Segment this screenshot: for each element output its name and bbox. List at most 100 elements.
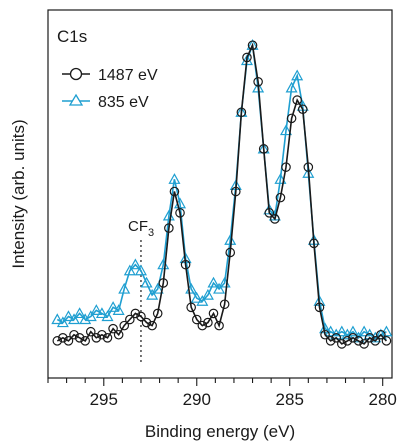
data-point <box>348 333 358 343</box>
data-point <box>274 173 287 184</box>
data-point <box>196 295 209 306</box>
data-point <box>51 313 64 325</box>
data-point <box>151 282 164 294</box>
data-point <box>146 288 159 300</box>
data-point <box>140 276 153 288</box>
data-point <box>118 282 131 294</box>
data-point <box>68 313 81 325</box>
data-point <box>79 313 92 325</box>
legend: 1487 eV 835 eV <box>62 67 158 111</box>
data-point <box>123 264 136 276</box>
data-point <box>125 314 135 325</box>
data-point <box>364 333 375 343</box>
annotation-subscript: 3 <box>148 227 154 239</box>
series-line <box>56 42 387 345</box>
data-point <box>359 339 369 349</box>
data-point <box>381 336 392 346</box>
data-point <box>208 308 219 319</box>
data-point <box>107 301 120 312</box>
data-point <box>203 317 213 328</box>
data-point <box>309 238 319 249</box>
data-point <box>376 329 386 340</box>
data-point <box>336 339 347 349</box>
data-point <box>314 302 325 313</box>
data-point <box>91 333 102 343</box>
data-point <box>175 208 185 218</box>
data-point <box>74 333 85 343</box>
data-point <box>346 325 359 337</box>
data-point <box>191 314 202 325</box>
data-point <box>236 107 247 118</box>
data-point <box>370 336 381 346</box>
data-point <box>353 336 364 346</box>
data-point <box>101 310 114 322</box>
series-1487 <box>52 40 392 349</box>
data-point <box>108 323 118 334</box>
data-point <box>69 329 79 340</box>
data-point <box>219 299 230 310</box>
data-point <box>275 192 286 203</box>
data-point <box>292 95 302 105</box>
x-axis-title: Binding energy (eV) <box>145 422 295 441</box>
data-point <box>73 307 86 319</box>
data-point <box>291 69 304 81</box>
legend-label-835: 835 eV <box>98 94 149 111</box>
data-point <box>286 113 297 124</box>
series-835 <box>51 39 393 343</box>
annotation-label: CF3 <box>128 218 154 239</box>
data-point <box>63 336 74 346</box>
data-point <box>270 214 280 224</box>
panel-label: C1s <box>57 27 87 46</box>
data-point <box>201 288 214 300</box>
x-axis: 295 290 285 280 <box>47 378 397 409</box>
data-point <box>186 302 196 313</box>
data-point <box>303 162 314 172</box>
data-point <box>320 329 330 340</box>
x-tick-label: 290 <box>183 390 211 409</box>
data-point <box>279 124 293 136</box>
series-layer <box>51 39 393 349</box>
data-point <box>134 264 147 276</box>
legend-marker-1487 <box>69 67 83 81</box>
data-point <box>281 162 291 172</box>
data-point <box>285 81 298 93</box>
data-point <box>141 317 152 328</box>
y-axis-title: Intensity (arb. units) <box>9 119 28 268</box>
data-point <box>213 282 226 294</box>
data-point <box>158 278 169 288</box>
data-point <box>231 186 241 197</box>
data-point <box>152 308 163 319</box>
data-point <box>169 186 180 197</box>
cf3-annotation: CF3 <box>128 218 154 362</box>
data-point <box>325 336 336 346</box>
data-point <box>242 52 252 63</box>
data-point <box>112 304 125 315</box>
data-point <box>85 326 96 337</box>
data-point <box>180 259 191 270</box>
data-point <box>207 276 220 288</box>
data-point <box>190 291 203 303</box>
data-point <box>342 336 353 346</box>
data-point <box>214 320 224 331</box>
data-point <box>164 223 174 233</box>
data-point <box>62 310 75 322</box>
series-line <box>56 44 387 339</box>
data-point <box>197 320 208 331</box>
data-point <box>52 336 63 346</box>
x-tick-label: 280 <box>369 390 397 409</box>
data-point <box>252 81 265 93</box>
plot-frame <box>47 9 393 379</box>
data-point <box>147 320 157 331</box>
data-point <box>84 310 97 322</box>
x-tick-label: 285 <box>276 390 304 409</box>
data-point <box>97 329 107 340</box>
data-point <box>297 104 308 115</box>
data-point <box>253 77 263 87</box>
x-tick-label: 295 <box>90 390 118 409</box>
data-point <box>130 308 141 319</box>
data-point <box>264 208 275 218</box>
data-point <box>102 333 113 343</box>
data-point <box>358 325 371 337</box>
annotation-main: CF <box>128 218 148 235</box>
